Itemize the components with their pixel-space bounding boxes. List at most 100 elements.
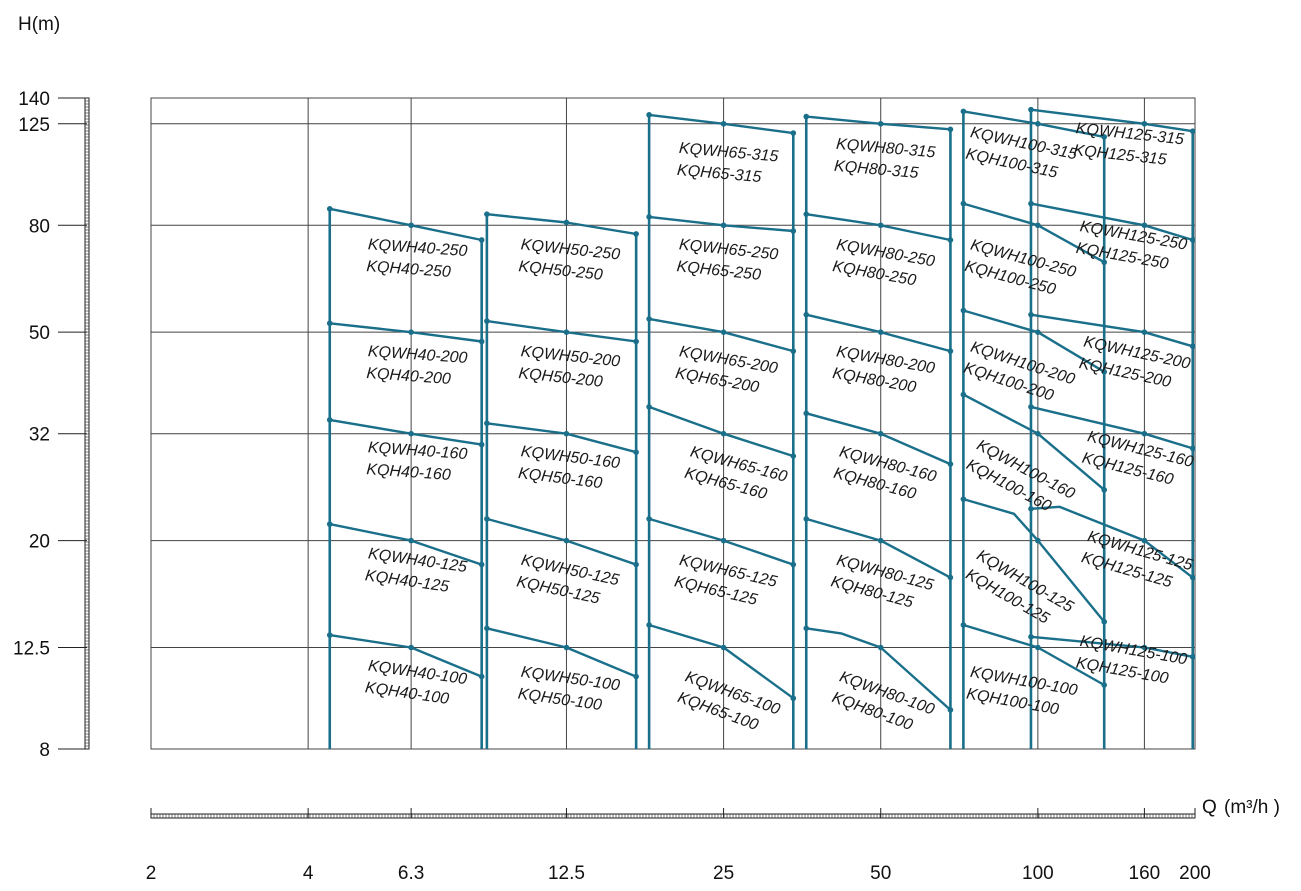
x-tick-label: 4: [303, 863, 314, 884]
curve-point: [326, 521, 333, 527]
curve-point: [1189, 574, 1196, 581]
curve-point: [326, 320, 333, 327]
curve-point: [484, 420, 490, 427]
pump-column: [484, 211, 639, 749]
model-label-line: KQH50-250: [518, 258, 604, 284]
curve-point: [790, 453, 797, 459]
y-tick-label: 32: [29, 425, 50, 446]
curve-point: [408, 644, 414, 651]
plot-frame: [150, 97, 1196, 750]
curve-point: [720, 644, 727, 651]
curve-point: [646, 214, 652, 220]
curve-point: [1101, 487, 1108, 493]
head-curve: [1030, 505, 1194, 579]
curve-point: [484, 625, 490, 632]
curve-point: [1141, 430, 1148, 437]
curve-point: [947, 461, 954, 467]
curve-point: [1035, 120, 1041, 127]
y-axis-label: H(m): [18, 14, 60, 35]
model-label-line: KQH40-250: [366, 258, 452, 281]
x-tick-label: 6.3: [398, 863, 424, 884]
x-tick-label: 2: [146, 863, 157, 884]
curve-point: [1028, 106, 1034, 113]
curve-point: [1189, 128, 1196, 134]
curve-point: [877, 644, 884, 651]
model-label-line: KQH40-160: [366, 461, 452, 484]
model-label-line: KQWH40-160: [367, 439, 468, 463]
head-curve: [486, 517, 637, 566]
curve-point: [633, 673, 639, 680]
curves: [326, 106, 1196, 749]
x-tick-label: 25: [713, 863, 734, 884]
curve-point: [633, 561, 639, 568]
pump-column: [326, 206, 485, 749]
curve-point: [1028, 311, 1034, 318]
curve-point: [877, 430, 884, 437]
curve-point: [646, 112, 652, 118]
curve-point: [790, 561, 797, 568]
head-curve: [486, 319, 637, 343]
x-tick-label: 160: [1129, 863, 1161, 884]
curve-point: [1189, 237, 1196, 243]
curve-point: [484, 318, 490, 324]
curve-point: [1189, 653, 1196, 660]
curve-point: [1101, 134, 1108, 140]
curve-point: [1101, 369, 1108, 375]
curve-point: [803, 410, 810, 417]
curve-point: [646, 316, 652, 322]
curve-point: [790, 228, 797, 234]
curve-point: [1028, 404, 1034, 410]
curve-point: [1141, 120, 1148, 127]
curve-point: [1189, 343, 1196, 350]
model-label-line: KQH50-200: [518, 365, 604, 391]
curve-point: [484, 516, 490, 522]
x-axis-label-unit: (m³/h ): [1224, 797, 1280, 818]
model-label-line: KQH65-315: [676, 162, 762, 186]
curve-point: [720, 430, 727, 437]
curve-point: [720, 120, 727, 127]
curve-point: [803, 516, 810, 522]
model-label-line: KQH125-315: [1073, 142, 1168, 169]
y-tick-label: 20: [29, 532, 50, 553]
curve-point: [1141, 329, 1148, 335]
pump-column: [960, 108, 1108, 749]
head-curve: [329, 207, 482, 242]
model-label-line: KQWH80-315: [835, 136, 936, 162]
curve-point: [563, 430, 570, 437]
curve-point: [877, 329, 884, 335]
curve-point: [960, 200, 967, 207]
curve-point: [877, 222, 884, 229]
curve-point: [1189, 445, 1196, 452]
curve-point: [1101, 682, 1108, 688]
model-label-line: KQH50-160: [517, 465, 603, 492]
curve-point: [478, 561, 485, 568]
pump-column: [646, 112, 797, 749]
curve-point: [408, 222, 414, 229]
curve-point: [646, 516, 652, 522]
axes: 8 12.5 20 32 50 80 125 140 2 4 6.3 12.5 25 50 100 160 20…: [13, 89, 1211, 884]
curve-point: [877, 120, 884, 127]
head-curve: [648, 317, 794, 353]
head-curve: [963, 497, 1106, 623]
y-tick-label: 12.5: [13, 638, 50, 659]
curve-point: [563, 329, 570, 335]
